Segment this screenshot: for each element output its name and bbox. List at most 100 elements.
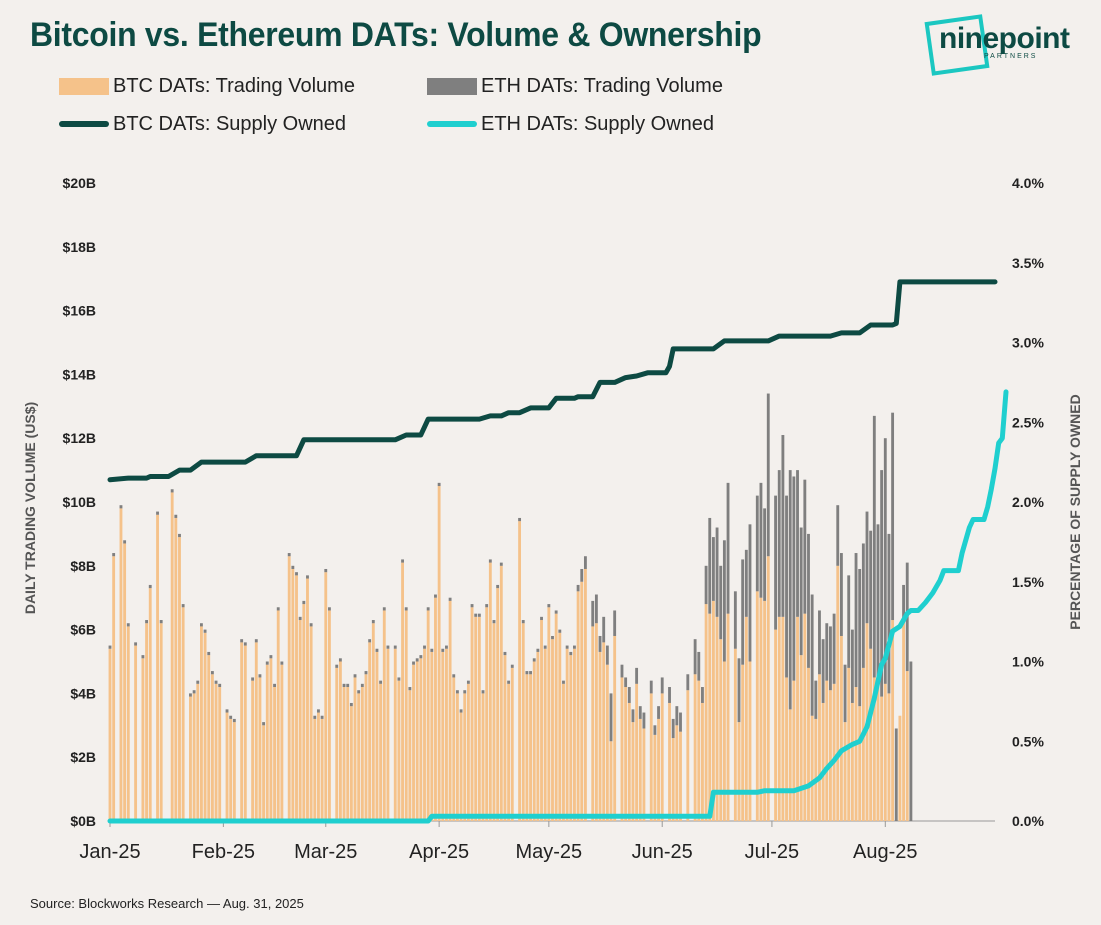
btc-volume-bar — [412, 664, 415, 821]
x-axis-tick-label: May-25 — [515, 841, 582, 863]
eth-volume-bar — [306, 575, 309, 579]
btc-volume-bar — [547, 607, 551, 821]
legend-swatch-eth-supply — [427, 121, 477, 127]
btc-volume-bar — [371, 623, 375, 821]
eth-volume-bar — [843, 664, 847, 723]
btc-volume-bar — [262, 725, 266, 821]
btc-volume-bar — [119, 508, 123, 821]
eth-volume-bar — [287, 553, 291, 557]
eth-volume-bar — [474, 613, 478, 617]
eth-volume-bar — [722, 540, 726, 662]
eth-volume-bar — [594, 594, 598, 624]
x-axis-tick-label: Feb-25 — [192, 841, 255, 863]
eth-volume-bar — [562, 680, 565, 684]
eth-volume-bar — [189, 693, 192, 697]
btc-volume-bar — [774, 629, 778, 821]
btc-volume-bar — [510, 667, 514, 821]
eth-volume-bar — [397, 677, 401, 681]
eth-volume-bar — [814, 680, 818, 719]
eth-volume-bar — [697, 651, 701, 681]
eth-volume-bar — [558, 629, 562, 633]
eth-volume-bar — [598, 635, 602, 652]
eth-volume-bar — [159, 620, 163, 624]
btc-volume-bar — [485, 607, 489, 821]
btc-volume-bar — [701, 702, 704, 821]
eth-volume-bar — [726, 482, 730, 614]
btc-volume-bar — [463, 693, 467, 821]
eth-volume-bar — [499, 562, 503, 566]
eth-volume-bar — [829, 626, 832, 691]
eth-volume-bar — [529, 671, 532, 675]
eth-volume-bar — [291, 565, 295, 569]
btc-volume-bar — [317, 712, 320, 821]
eth-volume-bar — [276, 607, 280, 611]
eth-volume-bar — [540, 616, 543, 621]
btc-volume-bar — [876, 683, 880, 821]
eth-volume-bar — [240, 639, 244, 643]
eth-volume-bar — [265, 661, 269, 665]
legend-label-eth-volume: ETH DATs: Trading Volume — [481, 74, 723, 97]
btc-volume-bar — [675, 725, 679, 821]
eth-volume-bar — [141, 655, 145, 659]
btc-volume-bar — [445, 648, 448, 821]
eth-volume-bar — [620, 664, 624, 678]
eth-volume-bar — [134, 642, 138, 646]
eth-volume-bar — [565, 645, 569, 649]
btc-volume-bar — [324, 572, 328, 821]
btc-volume-bar — [569, 655, 573, 821]
left-axis-tick-label: $18B — [63, 239, 96, 255]
btc-volume-bar — [722, 661, 726, 821]
eth-volume-bar — [733, 591, 737, 649]
btc-volume-bar — [744, 616, 748, 821]
eth-volume-bar — [145, 620, 148, 624]
eth-volume-bar — [203, 629, 207, 633]
legend-swatch-btc-volume — [59, 77, 109, 95]
eth-volume-bar — [510, 664, 514, 668]
eth-volume-bar — [763, 508, 767, 601]
eth-volume-bar — [503, 651, 507, 656]
eth-supply-line — [107, 389, 1009, 824]
btc-volume-bar — [434, 597, 437, 821]
eth-volume-bar — [313, 715, 317, 719]
x-axis-tick-label: Jan-25 — [79, 841, 140, 863]
logo-wordmark: ninepoint — [939, 22, 1070, 55]
right-axis-title: PERCENTAGE OF SUPPLY OWNED — [1067, 394, 1083, 629]
right-axis-tick-label: 1.0% — [1012, 654, 1044, 670]
eth-volume-bar — [448, 597, 452, 601]
btc-volume-bar — [788, 709, 792, 821]
btc-volume-bar — [759, 597, 763, 821]
right-axis-tick-label: 1.5% — [1012, 574, 1044, 590]
btc-volume-bar — [558, 632, 562, 821]
eth-volume-bar — [708, 517, 712, 614]
eth-volume-bar — [262, 722, 266, 726]
eth-volume-bar — [861, 543, 865, 668]
btc-volume-bar — [280, 664, 284, 821]
eth-volume-bar — [408, 687, 412, 691]
eth-volume-bar — [869, 530, 873, 649]
btc-volume-bar — [814, 718, 818, 821]
eth-volume-bar — [126, 623, 130, 627]
eth-volume-bar — [452, 674, 456, 678]
eth-volume-bar — [207, 651, 211, 656]
eth-volume-bar — [613, 610, 617, 636]
eth-volume-bar — [507, 680, 511, 684]
btc-volume-bar — [448, 600, 452, 821]
btc-volume-bar — [386, 648, 390, 821]
btc-volume-bar — [134, 645, 138, 821]
legend-btc-volume: BTC DATs: Trading Volume — [59, 73, 355, 99]
eth-volume-bar — [701, 687, 704, 703]
btc-volume-bar — [499, 565, 503, 821]
eth-volume-bar — [810, 594, 814, 716]
eth-volume-bar — [349, 702, 353, 707]
eth-volume-bar — [415, 658, 419, 662]
eth-volume-bar — [477, 613, 481, 617]
eth-volume-bar — [580, 568, 584, 582]
x-axis-tick-label: Aug-25 — [853, 841, 918, 863]
btc-volume-bar — [829, 690, 832, 821]
eth-volume-bar — [488, 559, 492, 563]
btc-volume-bar — [452, 677, 456, 821]
eth-volume-bar — [320, 715, 324, 719]
eth-volume-bar — [788, 470, 792, 710]
eth-volume-bar — [280, 661, 284, 665]
btc-volume-bar — [872, 677, 876, 821]
